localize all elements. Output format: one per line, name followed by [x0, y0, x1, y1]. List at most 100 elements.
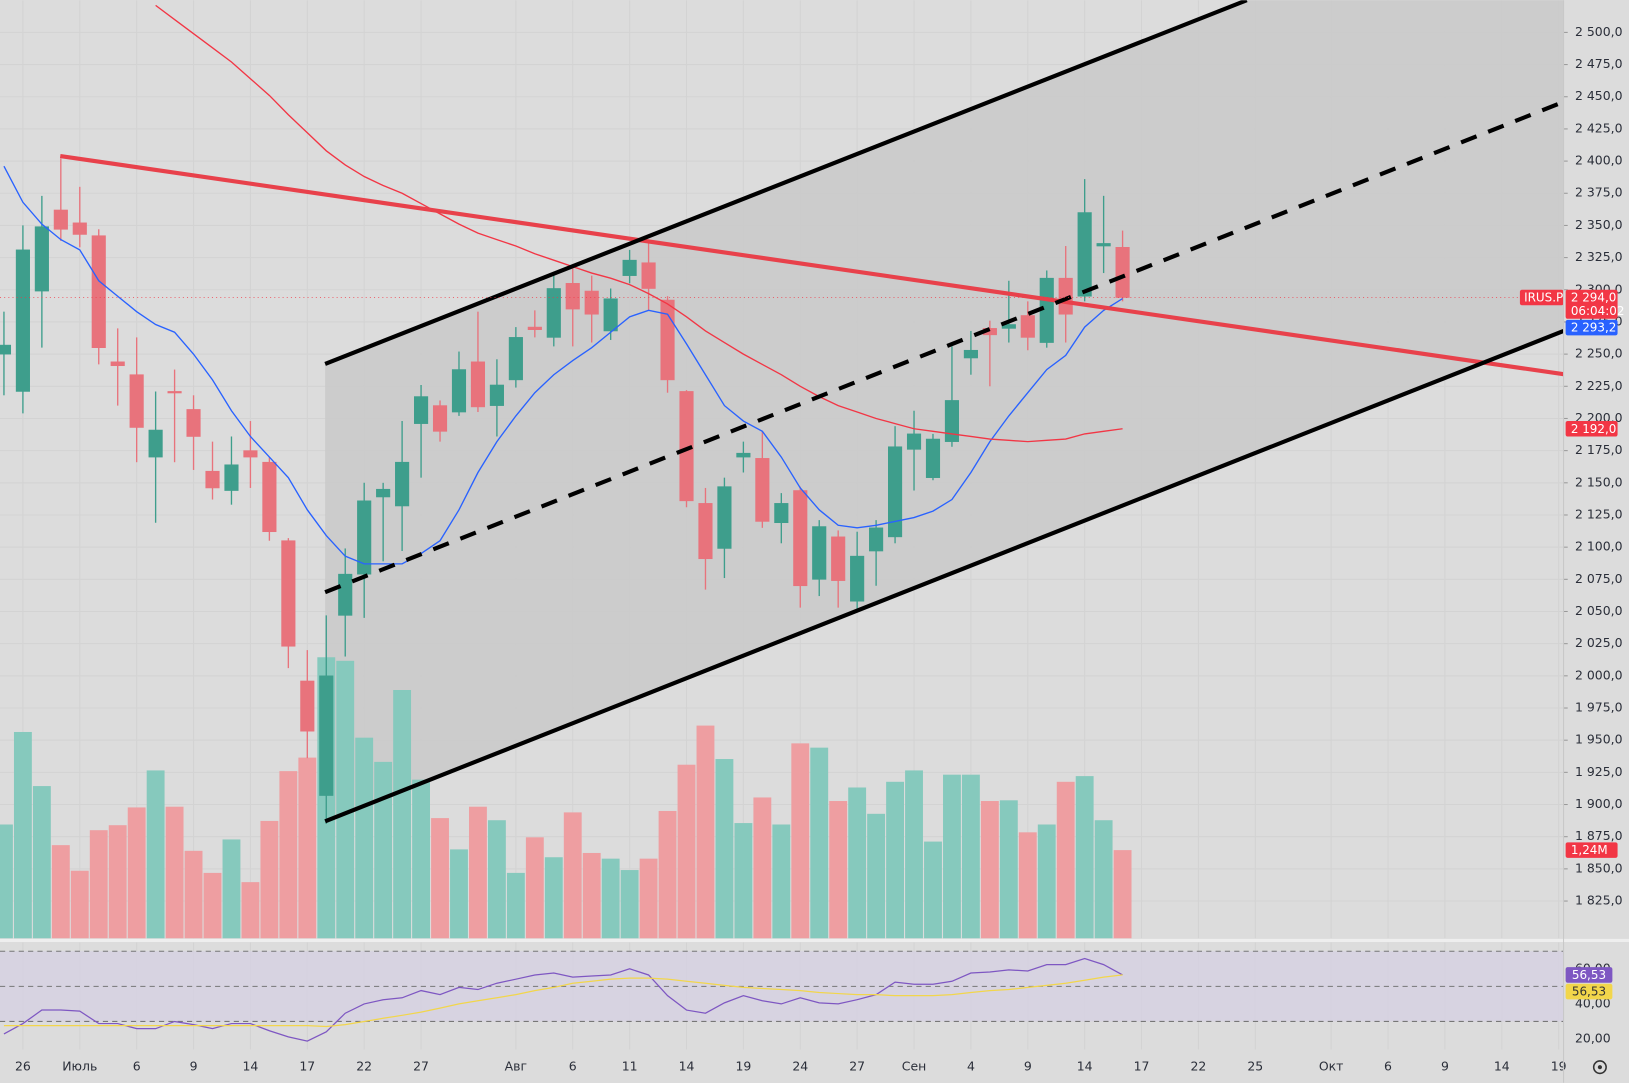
x-tick-label: 19 — [735, 1059, 751, 1074]
candle-body — [224, 464, 239, 491]
x-tick-label: Июль — [62, 1059, 97, 1074]
candle-body — [470, 361, 486, 408]
channel-fill — [325, 0, 1564, 822]
rsi-tag: 56,53 — [1565, 967, 1613, 983]
candle-body — [925, 438, 941, 478]
candle-body — [717, 486, 732, 549]
candle-body — [944, 400, 960, 442]
volume-bar — [184, 850, 203, 939]
volume-bar — [791, 743, 810, 939]
y-tick-label: 2 075,0 — [1575, 571, 1623, 586]
settings-icon-dot[interactable] — [1597, 1065, 1602, 1070]
candle-body — [565, 283, 580, 310]
x-tick-label: 27 — [849, 1059, 865, 1074]
candle-body — [53, 209, 68, 230]
last-price-tag-text: 06:04:02 — [1571, 304, 1625, 318]
volume-bar — [677, 764, 696, 939]
volume-bar — [582, 852, 601, 939]
y-tick-label: 2 125,0 — [1575, 506, 1623, 521]
candle-body — [1001, 324, 1016, 329]
volume-bar — [696, 725, 715, 939]
candle-body — [793, 490, 808, 587]
volume-bar — [1018, 832, 1037, 939]
candle-body — [508, 337, 523, 381]
volume-bar — [715, 759, 734, 939]
candle-body — [850, 555, 865, 602]
candle-body — [338, 573, 353, 616]
candle-body — [888, 446, 903, 538]
volume-bar — [544, 857, 563, 939]
y-tick-label: 2 250,0 — [1575, 346, 1623, 361]
x-tick-label: 4 — [967, 1059, 975, 1074]
volume-bar — [487, 820, 506, 939]
volume-bar — [886, 781, 905, 939]
candle-body — [1077, 212, 1092, 297]
candle-body — [1115, 246, 1130, 298]
axes: 26 Июль 6 9 14 17 22 27 Авг 6 11 14 19 24 27 Сен 4 9 14 17 2… — [15, 24, 1624, 1074]
volume-bar — [734, 823, 753, 939]
volume-tag-text: 1,24M — [1571, 843, 1608, 857]
volume-bar — [563, 812, 582, 939]
y-tick-label: 1 925,0 — [1575, 764, 1623, 779]
y-tick-label: 1 950,0 — [1575, 732, 1623, 747]
trend-line — [324, 329, 1564, 824]
trend-line — [324, 99, 1564, 595]
volume-bar — [32, 786, 51, 939]
volume-bar — [355, 737, 374, 939]
rsi-tick-label: 20,00 — [1575, 1030, 1611, 1045]
candle-body — [15, 249, 30, 392]
candle-body — [679, 391, 694, 502]
candle-body — [1058, 277, 1073, 315]
volume-bar — [980, 801, 999, 939]
volume-bar — [222, 839, 241, 939]
x-tick-label: Авг — [505, 1059, 527, 1074]
candle-body — [395, 461, 410, 507]
volume-bar — [203, 872, 222, 939]
settings-icon[interactable] — [1592, 1060, 1607, 1075]
rsi-tag-box — [1565, 967, 1613, 983]
candle-body — [831, 536, 846, 581]
volume-tag: 1,24M — [1565, 842, 1618, 858]
candle-body — [812, 526, 827, 580]
volume-bar — [848, 787, 867, 939]
x-tick-label: 14 — [679, 1059, 695, 1074]
volume-bar — [601, 858, 620, 939]
symbol-tag-text: IRUS.P — [1524, 291, 1563, 305]
x-tick-label: 9 — [1441, 1059, 1449, 1074]
candle-body — [414, 396, 429, 424]
volume-bar — [336, 660, 355, 939]
y-tick-label: 1 900,0 — [1575, 796, 1623, 811]
candle-body — [546, 288, 561, 338]
rsi-tag: 56,53 — [1565, 983, 1613, 1000]
ma-tag-box — [1565, 319, 1618, 336]
y-tick-label: 2 225,0 — [1575, 378, 1623, 393]
volume-bar — [943, 774, 961, 939]
volume-bar — [1113, 850, 1132, 939]
candle-body — [1096, 243, 1111, 247]
candle-body — [129, 374, 144, 428]
indicator-line — [3, 165, 1123, 565]
ma-tag-text: 2 192,0 — [1571, 422, 1617, 436]
candle-body — [869, 527, 884, 552]
price-pane — [0, 0, 1564, 939]
ma-tag-text: 2 293,2 — [1571, 321, 1617, 335]
volume-bar — [999, 800, 1018, 939]
x-tick-label: 9 — [1024, 1059, 1032, 1074]
y-tick-label: 2 175,0 — [1575, 442, 1623, 457]
candle-body — [698, 503, 713, 560]
y-tick-label: 2 350,0 — [1575, 217, 1623, 232]
volume-bar — [70, 870, 89, 939]
volume-bar — [1075, 776, 1094, 939]
indicator-line — [3, 957, 1123, 1042]
ma-tag: 2 293,2 — [1565, 319, 1618, 336]
y-tick-label: 2 150,0 — [1575, 474, 1623, 489]
candle-body — [357, 500, 372, 575]
candle-body — [432, 405, 448, 432]
candle-body — [451, 369, 467, 413]
candle-body — [148, 429, 163, 458]
settings-icon-ring[interactable] — [1592, 1060, 1607, 1075]
candle-body — [205, 470, 220, 489]
volume-bar — [639, 858, 658, 939]
y-tick-label: 1 825,0 — [1575, 893, 1623, 908]
